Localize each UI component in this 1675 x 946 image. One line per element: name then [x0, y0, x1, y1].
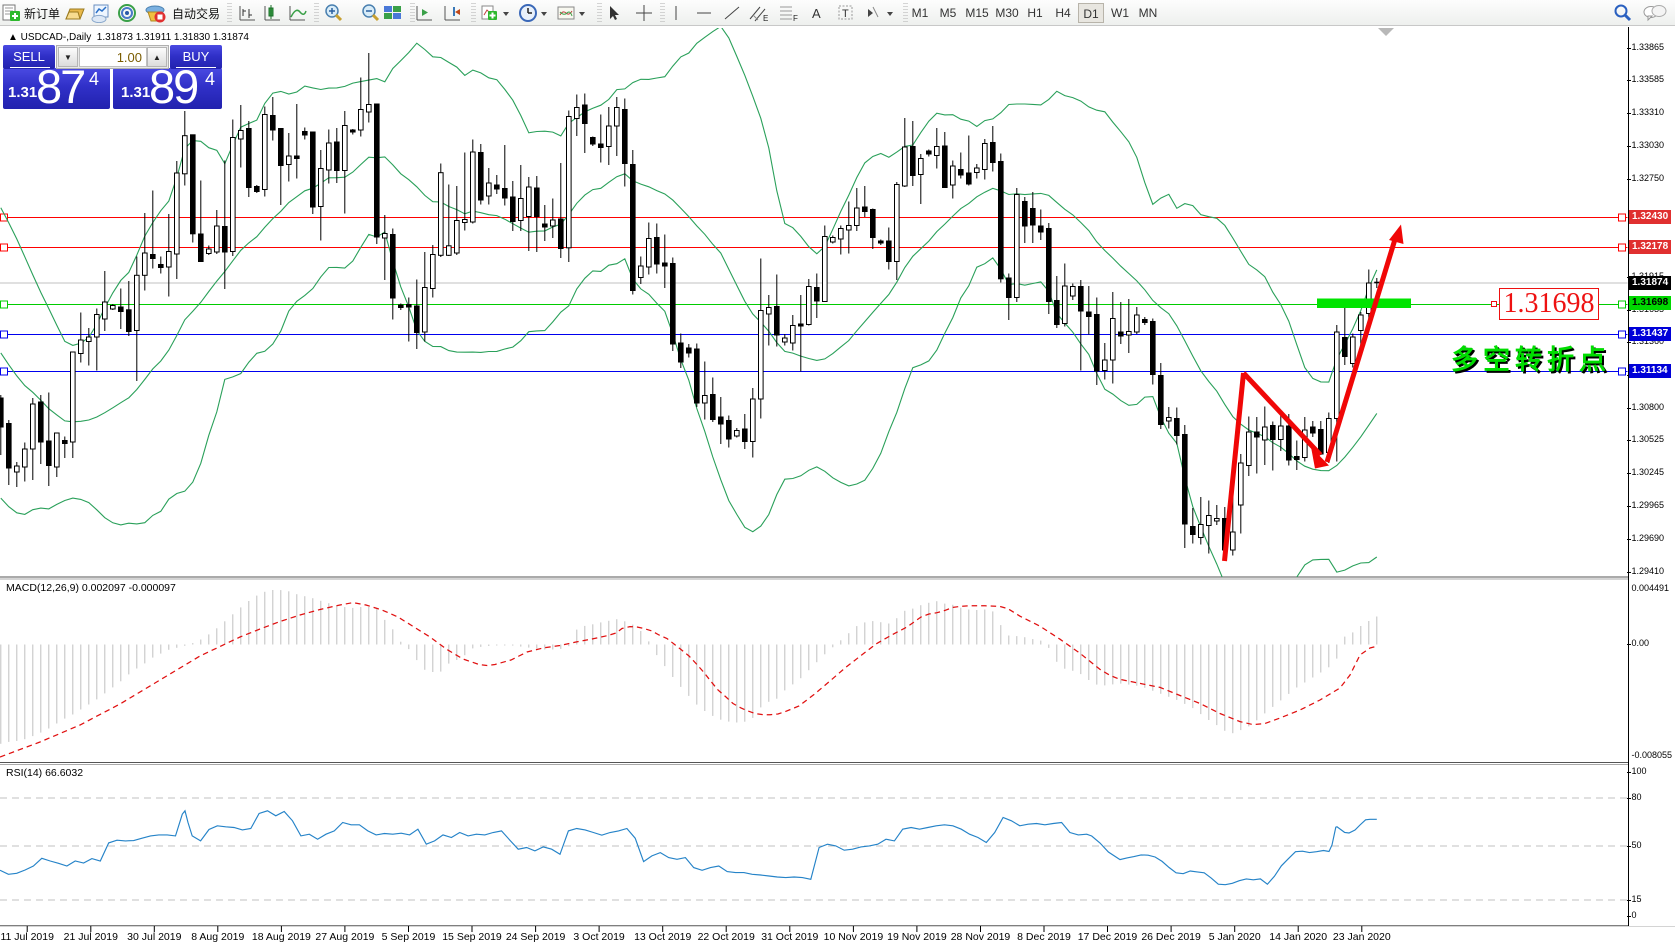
svg-text:10 Nov 2019: 10 Nov 2019	[824, 931, 884, 943]
svg-text:F: F	[793, 14, 798, 23]
svg-text:22 Oct 2019: 22 Oct 2019	[698, 931, 755, 943]
svg-text:24 Sep 2019: 24 Sep 2019	[506, 931, 566, 943]
svg-text:11 Jul 2019: 11 Jul 2019	[0, 931, 54, 943]
svg-text:T: T	[842, 8, 849, 20]
svg-text:31 Oct 2019: 31 Oct 2019	[761, 931, 818, 943]
svg-text:E: E	[763, 14, 768, 23]
svg-text:5 Sep 2019: 5 Sep 2019	[382, 931, 436, 943]
svg-text:13 Oct 2019: 13 Oct 2019	[634, 931, 691, 943]
svg-text:15 Sep 2019: 15 Sep 2019	[442, 931, 502, 943]
svg-text:5 Jan 2020: 5 Jan 2020	[1209, 931, 1261, 943]
svg-text:A: A	[812, 6, 821, 21]
svg-text:21 Jul 2019: 21 Jul 2019	[64, 931, 118, 943]
svg-text:18 Aug 2019: 18 Aug 2019	[252, 931, 311, 943]
svg-text:17 Dec 2019: 17 Dec 2019	[1078, 931, 1138, 943]
svg-text:14 Jan 2020: 14 Jan 2020	[1269, 931, 1327, 943]
svg-text:23 Jan 2020: 23 Jan 2020	[1333, 931, 1391, 943]
svg-text:26 Dec 2019: 26 Dec 2019	[1141, 931, 1201, 943]
svg-text:8 Dec 2019: 8 Dec 2019	[1017, 931, 1071, 943]
svg-text:27 Aug 2019: 27 Aug 2019	[315, 931, 374, 943]
svg-text:3 Oct 2019: 3 Oct 2019	[573, 931, 625, 943]
svg-text:28 Nov 2019: 28 Nov 2019	[951, 931, 1011, 943]
svg-text:30 Jul 2019: 30 Jul 2019	[127, 931, 181, 943]
svg-text:8 Aug 2019: 8 Aug 2019	[191, 931, 244, 943]
svg-text:19 Nov 2019: 19 Nov 2019	[887, 931, 947, 943]
